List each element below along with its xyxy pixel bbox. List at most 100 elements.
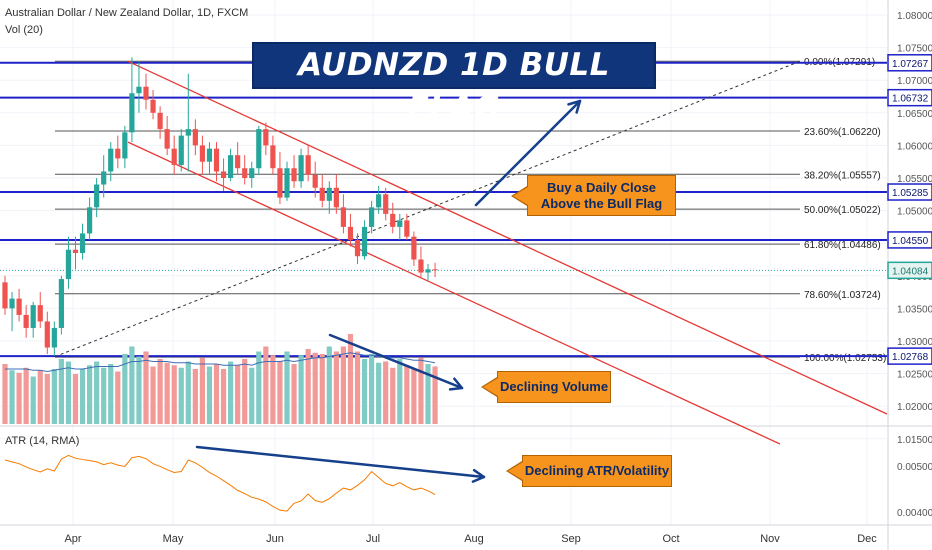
volume-bar (129, 346, 135, 424)
candle-body (136, 86, 142, 94)
arrow-head (448, 377, 464, 391)
price-tag-box (887, 231, 932, 249)
volume-bars (2, 334, 438, 424)
volume-bar (333, 351, 339, 424)
time-tick-label: Dec (857, 533, 877, 545)
candle-body (333, 187, 339, 208)
price-tag-box (887, 347, 932, 365)
candle-body (37, 305, 43, 322)
volume-bar (2, 364, 8, 424)
candle (115, 135, 121, 169)
time-tick-label: Oct (662, 533, 679, 545)
price-tag-box (887, 261, 932, 280)
candle (333, 174, 339, 214)
candle-body (256, 129, 262, 169)
volume-bar (185, 361, 191, 424)
candle (9, 292, 15, 332)
candle (411, 231, 417, 267)
candle (37, 292, 43, 328)
atr-line (4, 454, 436, 512)
candle-body (9, 298, 15, 309)
candle (94, 178, 100, 218)
fib-level-label: 78.60%(1.03724) (804, 290, 881, 301)
candle (136, 61, 142, 113)
candle (72, 236, 79, 270)
volume-bar (376, 362, 382, 424)
arrow-head (567, 99, 582, 114)
chart-banner-title: AUDNZD 1D BULL FLAG (252, 42, 656, 126)
candle (361, 220, 368, 260)
breakout-arrow (474, 99, 582, 207)
candle-body (425, 269, 431, 273)
volume-bar (263, 346, 269, 424)
price-tick-label: 1.02000 (897, 402, 932, 413)
candle-body (44, 321, 50, 348)
time-tick-label: Aug (464, 533, 484, 545)
volume-decline-arrow (328, 333, 464, 391)
candle (192, 119, 198, 156)
trend-dotted-line (54, 60, 801, 358)
price-tag-label: 1.04550 (892, 236, 929, 247)
price-tick-label: 1.08000 (897, 11, 932, 22)
volume-bar (298, 355, 304, 424)
channel-lower-line (127, 141, 781, 445)
volume-bar (354, 351, 361, 424)
candle-body (361, 226, 368, 257)
candle-body (72, 249, 79, 253)
candle (242, 155, 248, 185)
candle-body (319, 187, 325, 201)
candle-body (432, 269, 438, 271)
candle-body (404, 220, 410, 237)
candle-body (418, 259, 424, 273)
volume-bar (249, 367, 255, 424)
candle-body (263, 129, 269, 146)
volume-bar (347, 334, 354, 424)
volume-bar (115, 371, 121, 424)
candle (376, 185, 382, 214)
volume-bar (404, 365, 410, 424)
volume-bar (171, 365, 177, 424)
candle (235, 142, 241, 175)
candle-body (206, 148, 213, 162)
candle-body (108, 148, 114, 172)
atr-indicator (4, 454, 436, 512)
candle (404, 213, 410, 240)
price-tick-label: 1.05000 (897, 207, 932, 218)
candle (171, 135, 177, 175)
candle-body (115, 148, 121, 159)
price-tag-label: 1.06732 (892, 94, 929, 105)
volume-bar (277, 361, 283, 424)
candle-body (157, 112, 163, 130)
volume-bar (72, 374, 79, 424)
time-tick-label: Jun (266, 533, 284, 545)
atr-callout-text: Declining ATR/Volatility (524, 463, 670, 478)
candle (383, 187, 389, 221)
volume-bar (87, 365, 93, 424)
atr-callout: Declining ATR/Volatility (506, 455, 672, 487)
candle (150, 89, 156, 120)
volume-callout: Declining Volume (481, 371, 611, 403)
price-tag-label: 1.05285 (892, 188, 929, 199)
price-tick-label: 1.02500 (897, 370, 932, 381)
volume-bar (270, 355, 276, 424)
volume-bar (312, 352, 318, 424)
candle-body (369, 207, 375, 227)
volume-bar (319, 354, 325, 424)
candle (87, 197, 93, 240)
candle (2, 275, 8, 315)
annotation-arrows (195, 99, 582, 483)
volume-bar (425, 364, 431, 424)
volume-bar (58, 359, 64, 424)
candle-body (51, 327, 57, 348)
arrow-shaft (195, 445, 486, 479)
volume-bar (432, 366, 438, 424)
candle (101, 155, 107, 198)
price-tick-label: 1.06500 (897, 109, 932, 120)
candle-body (164, 129, 170, 149)
candle (30, 301, 36, 338)
candle (347, 213, 354, 247)
arrow-shaft (474, 99, 582, 207)
volume-bar (418, 357, 424, 424)
